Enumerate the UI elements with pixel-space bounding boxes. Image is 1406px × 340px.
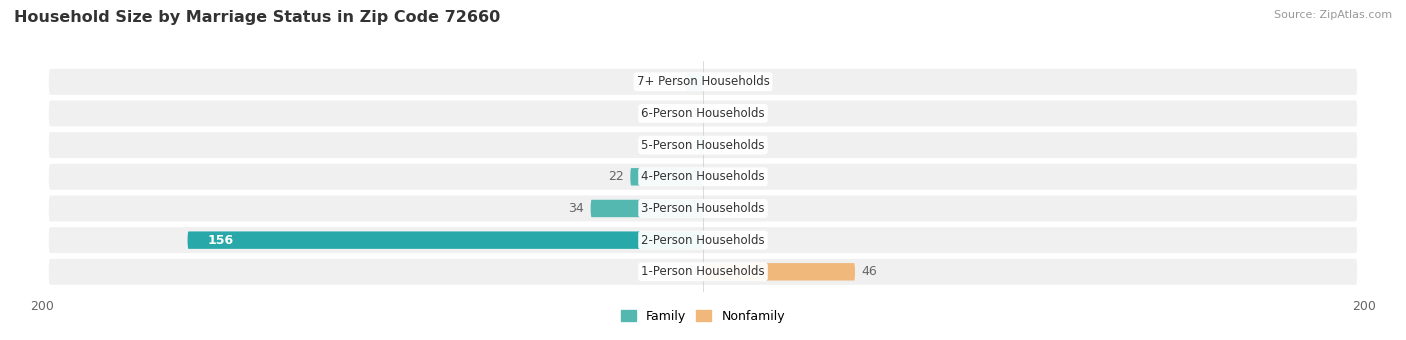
Text: 5: 5 bbox=[672, 75, 681, 88]
Text: 0: 0 bbox=[710, 139, 717, 152]
Text: Source: ZipAtlas.com: Source: ZipAtlas.com bbox=[1274, 10, 1392, 20]
Text: 22: 22 bbox=[607, 170, 624, 183]
Text: 5-Person Households: 5-Person Households bbox=[641, 139, 765, 152]
FancyBboxPatch shape bbox=[703, 263, 855, 280]
FancyBboxPatch shape bbox=[49, 227, 1357, 253]
FancyBboxPatch shape bbox=[49, 259, 1357, 285]
Text: 0: 0 bbox=[710, 170, 717, 183]
FancyBboxPatch shape bbox=[49, 195, 1357, 221]
FancyBboxPatch shape bbox=[187, 232, 703, 249]
Text: 2-Person Households: 2-Person Households bbox=[641, 234, 765, 246]
Text: 3-Person Households: 3-Person Households bbox=[641, 202, 765, 215]
Text: 0: 0 bbox=[689, 107, 696, 120]
Text: 156: 156 bbox=[207, 234, 233, 246]
Text: 6-Person Households: 6-Person Households bbox=[641, 107, 765, 120]
Text: 0: 0 bbox=[710, 107, 717, 120]
Legend: Family, Nonfamily: Family, Nonfamily bbox=[616, 305, 790, 328]
FancyBboxPatch shape bbox=[49, 164, 1357, 190]
Text: 1: 1 bbox=[685, 139, 693, 152]
FancyBboxPatch shape bbox=[686, 73, 703, 90]
Text: 4-Person Households: 4-Person Households bbox=[641, 170, 765, 183]
Text: Household Size by Marriage Status in Zip Code 72660: Household Size by Marriage Status in Zip… bbox=[14, 10, 501, 25]
Text: 0: 0 bbox=[689, 265, 696, 278]
FancyBboxPatch shape bbox=[49, 101, 1357, 126]
FancyBboxPatch shape bbox=[49, 132, 1357, 158]
Text: 0: 0 bbox=[710, 75, 717, 88]
Text: 1-Person Households: 1-Person Households bbox=[641, 265, 765, 278]
FancyBboxPatch shape bbox=[700, 136, 703, 154]
Text: 46: 46 bbox=[862, 265, 877, 278]
Text: 34: 34 bbox=[568, 202, 583, 215]
FancyBboxPatch shape bbox=[630, 168, 703, 186]
FancyBboxPatch shape bbox=[49, 69, 1357, 95]
Text: 0: 0 bbox=[710, 234, 717, 246]
Text: 7+ Person Households: 7+ Person Households bbox=[637, 75, 769, 88]
FancyBboxPatch shape bbox=[591, 200, 703, 217]
Text: 0: 0 bbox=[710, 202, 717, 215]
